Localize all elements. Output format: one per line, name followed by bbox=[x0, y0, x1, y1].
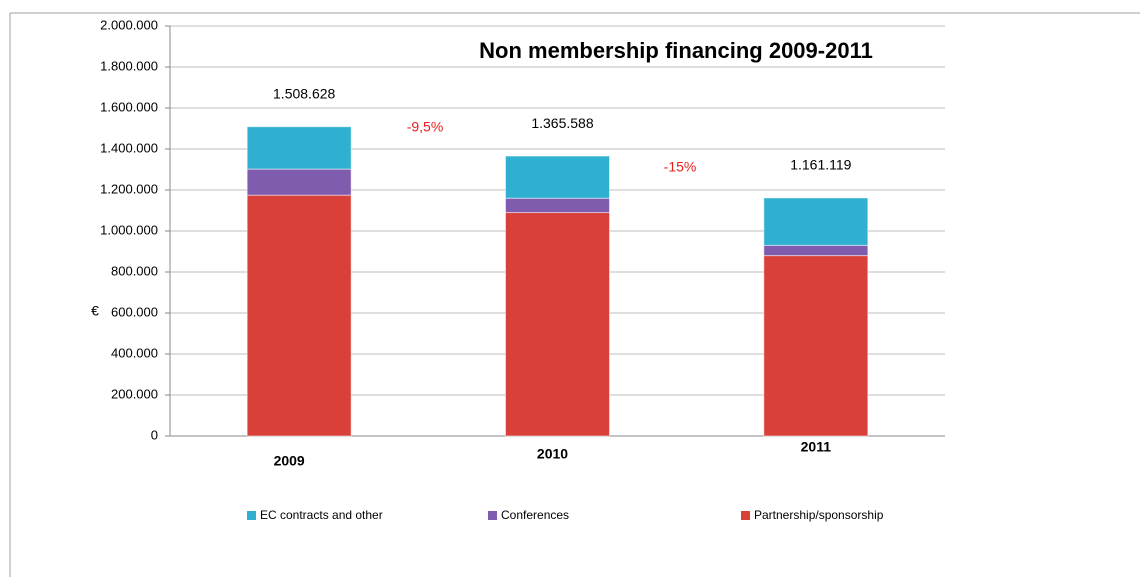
x-tick-label: 2011 bbox=[801, 439, 832, 455]
y-tick-label: 800.000 bbox=[111, 263, 158, 278]
y-tick-label: 1.800.000 bbox=[100, 58, 158, 73]
legend-label: Partnership/sponsorship bbox=[754, 508, 884, 522]
y-tick-label: 1.200.000 bbox=[100, 181, 158, 196]
legend-swatch bbox=[247, 511, 256, 520]
bar-segment bbox=[763, 255, 869, 437]
legend-swatch bbox=[488, 511, 497, 520]
y-tick-label: 2.000.000 bbox=[100, 17, 158, 32]
y-tick-label: 0 bbox=[151, 427, 158, 442]
y-axis-label: € bbox=[91, 303, 99, 319]
legend-label: EC contracts and other bbox=[260, 508, 383, 522]
y-tick-label: 600.000 bbox=[111, 304, 158, 319]
bar-segment bbox=[246, 168, 352, 196]
y-tick-label: 1.000.000 bbox=[100, 222, 158, 237]
bar-segment bbox=[505, 197, 610, 214]
annotation: -9,5% bbox=[407, 119, 444, 135]
bar-segment bbox=[763, 197, 869, 246]
chart-title: Non membership financing 2009-2011 bbox=[479, 38, 873, 63]
bar-segment bbox=[763, 244, 869, 257]
y-tick-label: 200.000 bbox=[111, 386, 158, 401]
total-label: 1.161.119 bbox=[790, 157, 851, 173]
legend-label: Conferences bbox=[501, 508, 569, 522]
y-tick-label: 1.400.000 bbox=[100, 140, 158, 155]
y-tick-label: 400.000 bbox=[111, 345, 158, 360]
legend-swatch bbox=[741, 511, 750, 520]
bar-segment bbox=[246, 126, 352, 170]
total-label: 1.365.588 bbox=[531, 115, 593, 131]
x-tick-label: 2010 bbox=[537, 446, 568, 462]
annotation: -15% bbox=[664, 159, 697, 175]
bar-segment bbox=[505, 155, 610, 199]
x-tick-label: 2009 bbox=[274, 453, 305, 469]
bar-segment bbox=[505, 212, 610, 437]
y-tick-label: 1.600.000 bbox=[100, 99, 158, 114]
total-label: 1.508.628 bbox=[273, 85, 335, 101]
bar-segment bbox=[246, 194, 352, 437]
